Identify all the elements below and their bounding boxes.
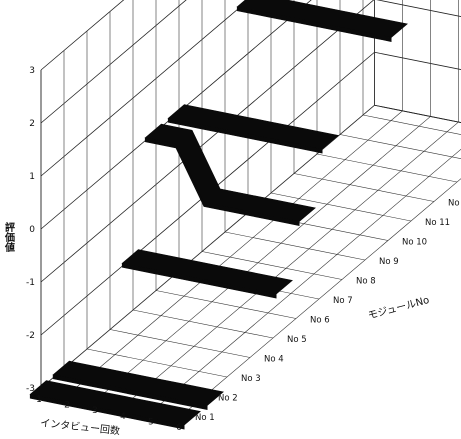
module-label: No 12 xyxy=(448,199,461,209)
y-tick-label: -3 xyxy=(26,384,35,394)
y-axis-title: 評価値 xyxy=(3,221,16,253)
module-label: No 2 xyxy=(218,394,238,404)
x-tick-label: 6 xyxy=(176,423,182,433)
floor-hline xyxy=(317,154,457,182)
y-tick-label: -2 xyxy=(26,331,35,341)
x-axis-title: インタビュー回数 xyxy=(40,416,121,435)
floor-hline xyxy=(225,232,365,260)
x-tick-label: 5 xyxy=(148,417,154,427)
x-tick-label: 1 xyxy=(36,395,42,405)
floor-hline xyxy=(133,310,273,338)
back-wall-hline xyxy=(375,105,461,133)
module-label: No 4 xyxy=(264,355,284,365)
y-tick-label: -1 xyxy=(26,278,35,288)
ribbons xyxy=(30,0,461,429)
module-label: No 3 xyxy=(241,374,261,384)
module-label: No 8 xyxy=(356,277,376,287)
y-tick-label: 3 xyxy=(29,66,35,76)
y-tick-label: 0 xyxy=(29,225,35,235)
module-label: No 9 xyxy=(379,257,399,267)
module-label: No 7 xyxy=(333,296,353,306)
module-label: No 1 xyxy=(195,413,215,423)
module-label: No 6 xyxy=(310,316,330,326)
ribbon-no-10 xyxy=(237,0,407,38)
z-axis-title: モジュールNo xyxy=(367,295,431,322)
floor-back-edge xyxy=(375,105,461,133)
floor-hline xyxy=(294,174,434,202)
y-tick-label: 1 xyxy=(29,172,35,182)
x-tick-label: 4 xyxy=(120,412,126,422)
module-label: No 11 xyxy=(425,218,450,228)
y-tick-label: 2 xyxy=(29,119,35,129)
back-wall-hline xyxy=(375,52,461,80)
x-tick-label: 2 xyxy=(64,401,70,411)
module-label: No 10 xyxy=(402,238,427,248)
module-label: No 5 xyxy=(287,335,307,345)
x-tick-label: 3 xyxy=(92,406,98,416)
floor-vline xyxy=(41,105,375,388)
floor-hline xyxy=(110,330,250,358)
floor-vline xyxy=(69,111,403,394)
floor-hline xyxy=(363,115,461,143)
